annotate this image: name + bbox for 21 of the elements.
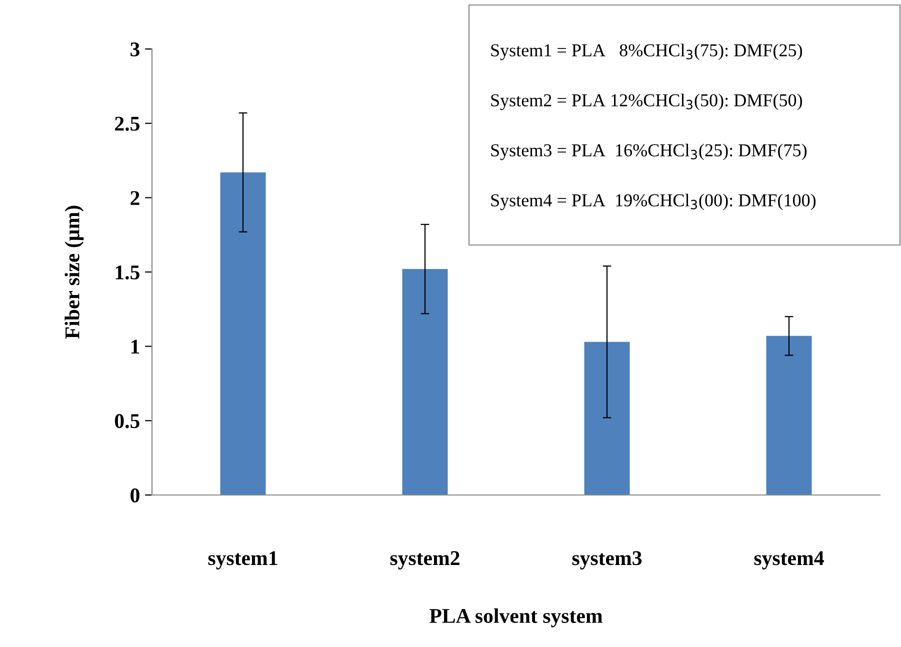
x-axis-title: PLA solvent system	[430, 608, 602, 628]
y-axis-title: Fiber size (µm)	[64, 206, 84, 339]
x-tick-label: system4	[754, 551, 824, 570]
x-tick-label: system2	[390, 551, 460, 570]
x-tick-label: system3	[572, 551, 642, 570]
y-tick-label: 2.5	[115, 116, 140, 131]
y-tick-label: 0	[130, 488, 140, 502]
bar	[584, 342, 630, 495]
bar	[402, 269, 448, 495]
annotation: System2 = PLA 12%CHCl$_{3}$(50): DMF(50)	[491, 94, 802, 110]
y-tick-label: 0.5	[114, 414, 140, 428]
x-tick-label: system1	[208, 551, 278, 570]
y-tick-label: 3	[130, 42, 140, 56]
bar	[220, 172, 266, 495]
annotation: System1 = PLA 8%CHCl$_{3}$(75): DMF(25)	[491, 44, 802, 60]
y-tick-label: 2	[130, 191, 140, 205]
y-tick-label: 1.5	[116, 265, 140, 280]
y-tick-label: 1	[131, 340, 140, 354]
annotation: System4 = PLA 19%CHCl$_{3}$(00): DMF(100)	[491, 194, 816, 210]
bar	[766, 336, 812, 495]
annotation: System3 = PLA 16%CHCl$_{3}$(25): DMF(75)	[491, 144, 807, 160]
